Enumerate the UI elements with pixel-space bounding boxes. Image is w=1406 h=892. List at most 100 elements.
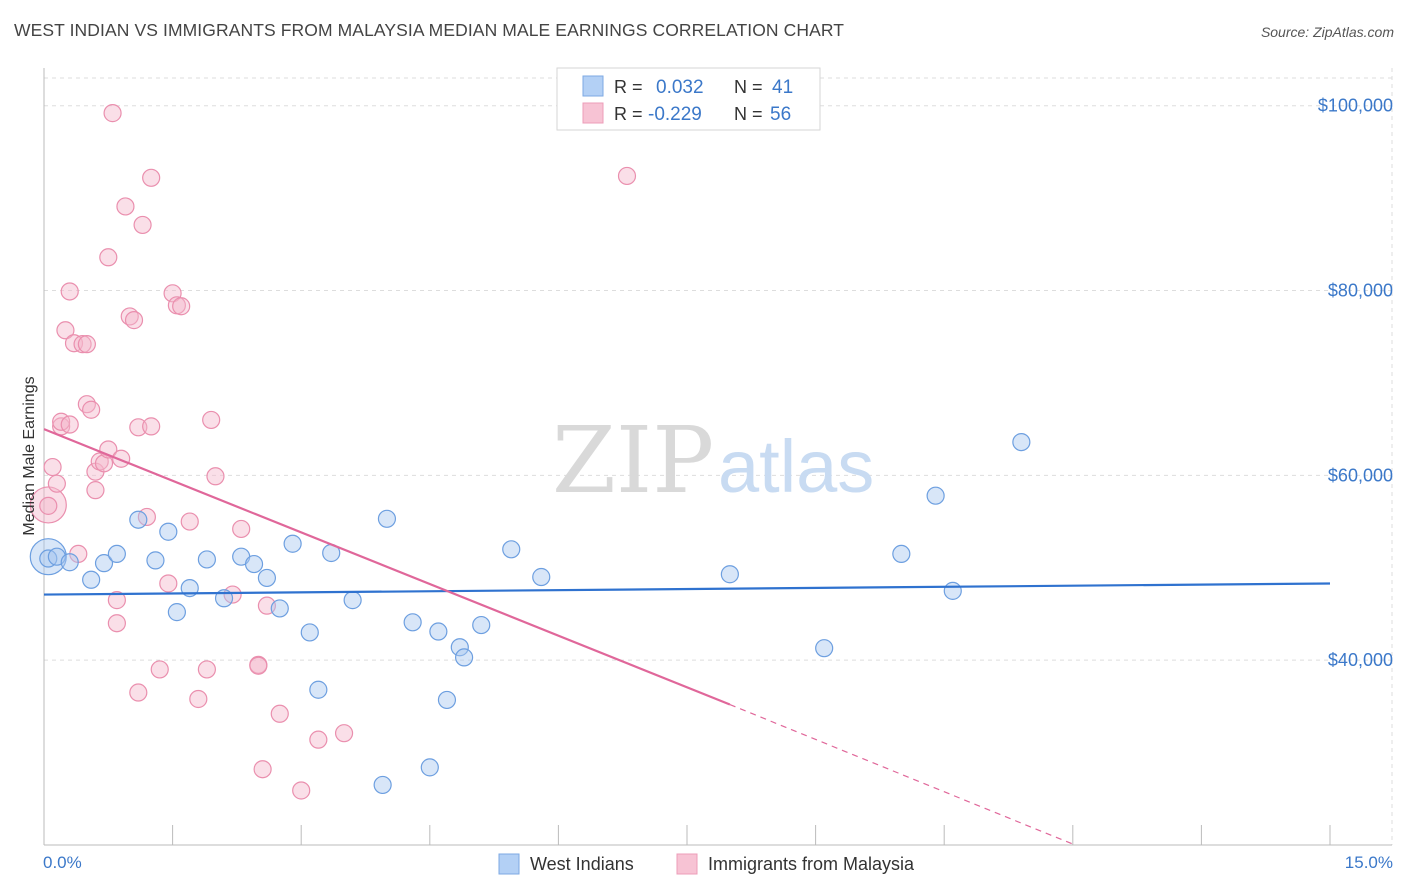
pink-point-52 <box>334 724 354 743</box>
blue-point-35 <box>892 544 911 564</box>
legend-swatch-blue <box>582 75 604 97</box>
bottom-legend-swatch-pink <box>676 853 698 875</box>
legend-r-value-2: -0.229 <box>648 104 702 125</box>
pink-point-5 <box>56 321 75 340</box>
blue-point-6 <box>129 510 148 529</box>
y-axis-label: Median Male Earnings <box>21 376 38 535</box>
pink-point-50 <box>292 781 311 800</box>
pink-point-26 <box>124 311 144 330</box>
pink-point-37 <box>172 297 191 316</box>
pink-point-27 <box>129 418 148 437</box>
legend-r-label-1: R = <box>614 77 643 97</box>
legend-n-value-1: 41 <box>772 77 793 98</box>
watermark-atlas: atlas <box>718 425 874 508</box>
trend-line-west-indians <box>43 582 1331 596</box>
chart-title: WEST INDIAN VS IMMIGRANTS FROM MALAYSIA … <box>14 20 845 40</box>
trend-line-immigrants-from-malaysia <box>43 428 731 706</box>
blue-point-34 <box>815 639 834 658</box>
blue-point-28 <box>450 638 469 657</box>
blue-point-25 <box>420 758 439 777</box>
pink-point-39 <box>189 689 208 709</box>
pink-point-17 <box>94 454 114 473</box>
blue-point-32 <box>532 567 551 587</box>
blue-point-2 <box>60 553 79 572</box>
pink-point-6 <box>60 282 79 301</box>
pink-point-19 <box>99 248 118 267</box>
y-tick-labels: $40,000 $60,000 $80,000 $100,000 <box>1318 96 1393 670</box>
y-tick-label-1: $60,000 <box>1328 465 1393 485</box>
grid-lines <box>44 68 1393 845</box>
blue-point-14 <box>244 554 264 574</box>
bottom-legend-label-west-indians: West Indians <box>530 854 634 874</box>
pink-point-10 <box>73 335 92 354</box>
blue-point-15 <box>257 568 277 588</box>
pink-point-24 <box>116 197 135 216</box>
chart-source: Source: ZipAtlas.com <box>1260 24 1394 40</box>
pink-point-0 <box>39 496 58 515</box>
pink-point-22 <box>107 614 126 633</box>
legend-r-label-2: R = <box>614 104 643 124</box>
legend-swatch-pink <box>582 102 604 124</box>
pink-large-point-0 <box>29 486 67 524</box>
blue-point-7 <box>146 551 165 570</box>
pink-point-32 <box>142 417 161 436</box>
x-tick-labels: 0.0% 15.0% <box>43 853 1393 872</box>
pink-point-1 <box>43 457 62 477</box>
blue-point-30 <box>472 615 491 635</box>
pink-point-7 <box>60 415 79 434</box>
legend-n-value-2: 56 <box>770 104 791 125</box>
y-tick-label-2: $80,000 <box>1328 281 1393 301</box>
legend-n-label-1: N = <box>734 77 763 97</box>
blue-point-26 <box>429 622 448 641</box>
blue-point-11 <box>197 550 216 569</box>
correlation-legend: R = 0.032 N = 41 R = -0.229 N = 56 <box>556 67 821 131</box>
bottom-legend-swatch-blue <box>498 853 520 875</box>
pink-point-34 <box>159 574 178 593</box>
y-tick-label-3: $100,000 <box>1318 96 1393 116</box>
trend-line-immigrants-from-malaysia-extrapolated <box>729 703 1074 845</box>
pink-point-42 <box>206 467 225 486</box>
watermark-zip: ZIP <box>552 407 714 514</box>
pink-point-20 <box>103 104 122 123</box>
pink-point-49 <box>270 704 289 723</box>
y-tick-label-0: $40,000 <box>1328 650 1393 670</box>
blue-point-4 <box>94 554 114 573</box>
blue-point-36 <box>926 486 945 505</box>
pink-point-28 <box>129 683 148 702</box>
blue-point-22 <box>373 775 392 795</box>
pink-point-40 <box>197 660 216 679</box>
series-immigrants-from-malaysia <box>29 104 637 800</box>
pink-point-33 <box>150 660 169 679</box>
blue-point-21 <box>343 591 362 610</box>
blue-point-5 <box>107 544 126 564</box>
blue-point-23 <box>377 509 397 528</box>
blue-point-9 <box>167 603 186 622</box>
x-tick-label-1: 15.0% <box>1345 853 1393 872</box>
blue-point-37 <box>943 581 962 600</box>
pink-point-35 <box>163 284 182 303</box>
blue-point-19 <box>309 680 328 699</box>
pink-point-41 <box>202 410 221 430</box>
pink-point-31 <box>142 168 161 187</box>
legend-r-value-1: 0.032 <box>656 77 704 98</box>
trend-lines <box>43 428 1331 845</box>
blue-point-16 <box>270 599 289 618</box>
legend-n-label-2: N = <box>734 104 763 124</box>
pink-point-44 <box>232 519 251 539</box>
pink-point-46 <box>249 656 268 675</box>
pink-point-38 <box>180 512 199 531</box>
pink-point-11 <box>77 335 96 354</box>
blue-point-24 <box>403 613 422 632</box>
pink-point-15 <box>86 481 105 500</box>
blue-point-18 <box>300 623 319 642</box>
axes <box>43 68 1392 846</box>
pink-point-21 <box>107 591 126 610</box>
blue-point-31 <box>502 540 521 559</box>
blue-point-3 <box>82 570 101 589</box>
blue-point-33 <box>720 565 739 584</box>
blue-point-17 <box>283 534 302 553</box>
blue-point-38 <box>1012 432 1031 452</box>
x-tick-label-0: 0.0% <box>43 853 82 872</box>
pink-point-51 <box>309 730 328 749</box>
